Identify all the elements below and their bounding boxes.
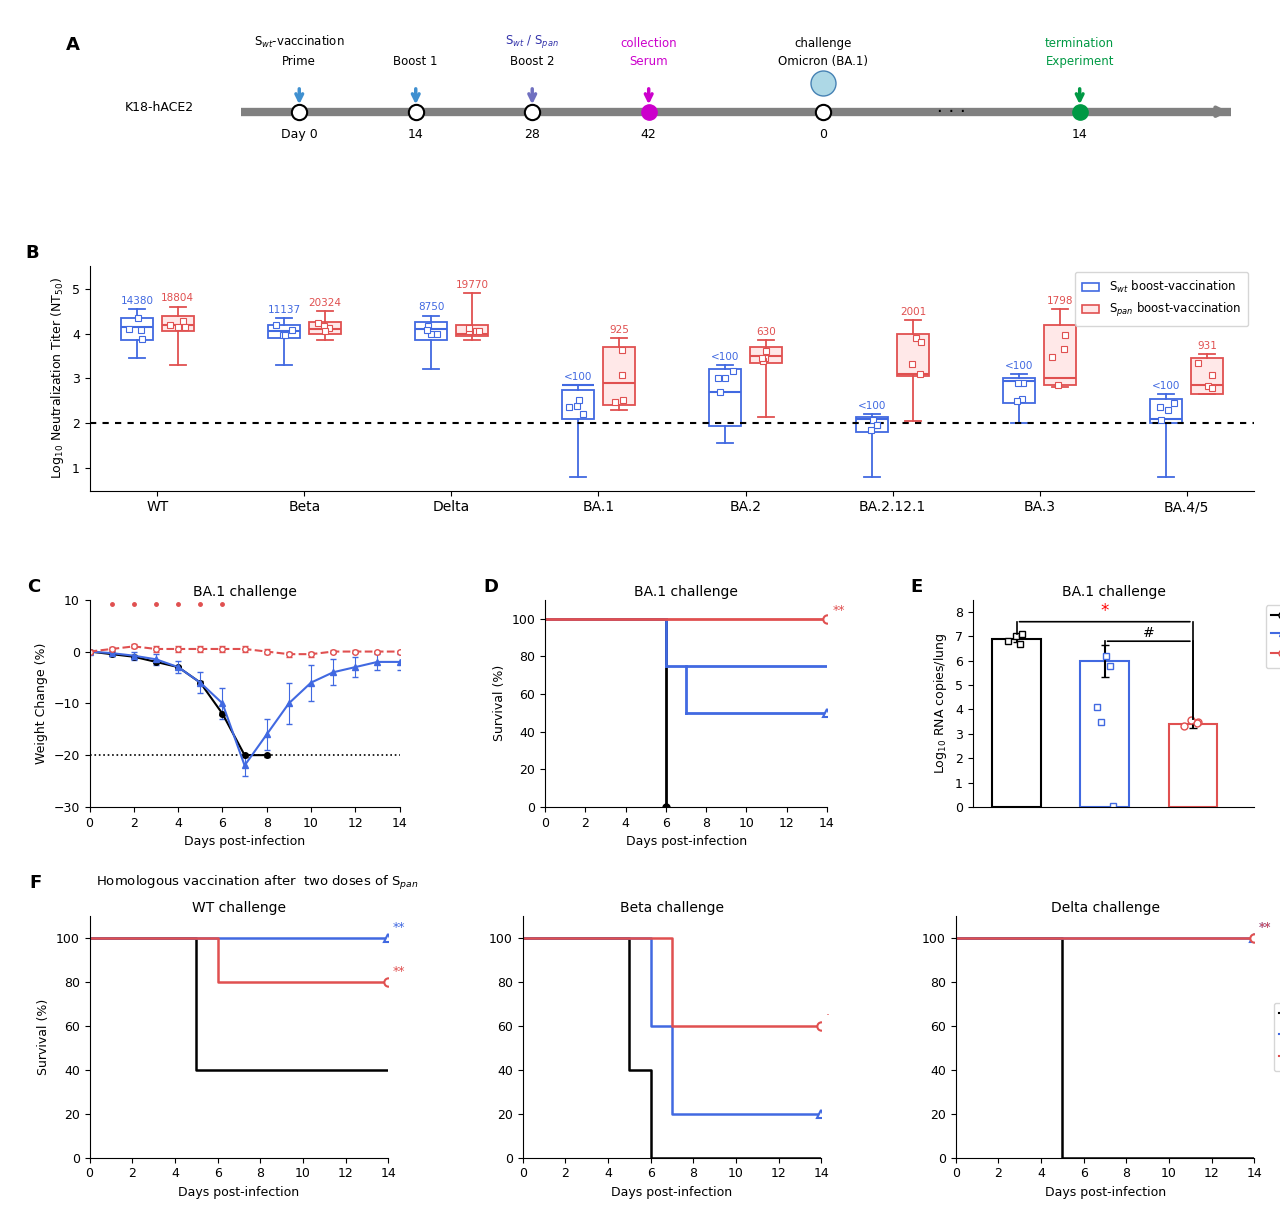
X-axis label: Days post-infection: Days post-infection [178,1185,300,1199]
Bar [1080,661,1129,807]
Text: Omicron (BA.1): Omicron (BA.1) [778,55,868,68]
PathPatch shape [856,416,888,432]
X-axis label: Days post-infection: Days post-infection [612,1185,732,1199]
Text: Day 0: Day 0 [280,128,317,141]
Text: Serum: Serum [630,55,668,68]
Text: 14380: 14380 [120,295,154,305]
Text: **: ** [1258,920,1271,933]
Y-axis label: Weight Change (%): Weight Change (%) [35,643,47,765]
PathPatch shape [603,347,635,405]
Text: 42: 42 [641,128,657,141]
Text: C: C [28,578,41,596]
Text: #: # [1143,626,1155,640]
Y-axis label: Survival (%): Survival (%) [37,999,50,1075]
Bar [1169,724,1217,807]
Text: 931: 931 [1197,340,1217,351]
PathPatch shape [456,324,488,335]
PathPatch shape [1192,358,1222,394]
Text: ·: · [826,1008,829,1021]
Title: BA.1 challenge: BA.1 challenge [1061,585,1165,598]
PathPatch shape [709,369,741,426]
PathPatch shape [1044,324,1075,385]
Text: 28: 28 [525,128,540,141]
Text: E: E [910,578,923,596]
Text: S$_{wt}$-vaccination: S$_{wt}$-vaccination [253,34,344,49]
Text: · · ·: · · · [937,103,966,121]
Text: 0: 0 [819,128,827,141]
PathPatch shape [269,324,300,338]
Text: 19770: 19770 [456,280,489,289]
PathPatch shape [897,334,929,376]
Text: 14: 14 [408,128,424,141]
Text: 14: 14 [1071,128,1088,141]
Text: 8750: 8750 [419,303,444,312]
Text: challenge: challenge [795,36,852,49]
Y-axis label: Log$_{10}$ RNA copies/lung: Log$_{10}$ RNA copies/lung [932,633,950,774]
Text: termination: termination [1044,36,1115,49]
X-axis label: Days post-infection: Days post-infection [626,836,746,848]
Text: 20324: 20324 [308,298,342,308]
Text: <100: <100 [1152,381,1180,391]
Text: **: ** [833,604,846,616]
Text: S$_{wt}$ / S$_{pan}$: S$_{wt}$ / S$_{pan}$ [506,33,559,49]
PathPatch shape [308,322,340,334]
Text: 11137: 11137 [268,305,301,315]
Text: **: ** [1258,920,1271,933]
Text: <100: <100 [858,402,886,411]
Y-axis label: Log$_{10}$ Neutralization Titer (NT$_{50}$): Log$_{10}$ Neutralization Titer (NT$_{50… [50,277,67,479]
Text: Boost 2: Boost 2 [509,55,554,68]
PathPatch shape [562,390,594,418]
Text: D: D [483,578,498,596]
Y-axis label: Survival (%): Survival (%) [493,666,506,742]
Legend: S$_{wt}$ boost-vaccination, S$_{pan}$ boost-vaccination: S$_{wt}$ boost-vaccination, S$_{pan}$ bo… [1075,273,1248,327]
Text: 925: 925 [609,324,628,335]
PathPatch shape [122,318,152,340]
Text: collection: collection [621,36,677,49]
Text: Boost 1: Boost 1 [393,55,438,68]
PathPatch shape [163,316,193,332]
PathPatch shape [1004,379,1036,403]
Title: Delta challenge: Delta challenge [1051,901,1160,915]
Legend: Placebo, S$_{wt}$-vaccination, S$_{pan}$-vaccination: Placebo, S$_{wt}$-vaccination, S$_{pan}$… [1274,1002,1280,1071]
PathPatch shape [750,347,782,363]
PathPatch shape [415,322,447,340]
X-axis label: Days post-infection: Days post-infection [184,836,305,848]
Text: 2001: 2001 [900,306,925,317]
Text: Prime: Prime [283,55,316,68]
Text: <100: <100 [1005,361,1033,370]
Text: B: B [26,244,40,262]
Title: Beta challenge: Beta challenge [620,901,724,915]
Text: 630: 630 [756,327,776,338]
Text: <100: <100 [564,371,593,382]
Text: Experiment: Experiment [1046,55,1114,68]
Bar [992,639,1041,807]
Text: Homologous vaccination after  two doses of S$_{pan}$: Homologous vaccination after two doses o… [96,874,419,892]
Text: 1798: 1798 [1047,295,1073,305]
Text: <100: <100 [710,352,740,362]
Legend: Placebo, S$_{wt}$ boost-vaccination, S$_{pan}$ boost-vaccination: Placebo, S$_{wt}$ boost-vaccination, S$_… [1266,605,1280,668]
Text: K18-hACE2: K18-hACE2 [125,100,195,113]
Title: WT challenge: WT challenge [192,901,285,915]
Text: 18804: 18804 [161,293,195,304]
Text: F: F [29,874,42,892]
Title: BA.1 challenge: BA.1 challenge [193,585,297,598]
X-axis label: Days post-infection: Days post-infection [1044,1185,1166,1199]
PathPatch shape [1151,399,1181,423]
Text: A: A [67,36,81,54]
Title: BA.1 challenge: BA.1 challenge [634,585,739,598]
Text: **: ** [393,965,404,978]
Text: *: * [1101,603,1108,621]
Text: **: ** [393,920,404,933]
